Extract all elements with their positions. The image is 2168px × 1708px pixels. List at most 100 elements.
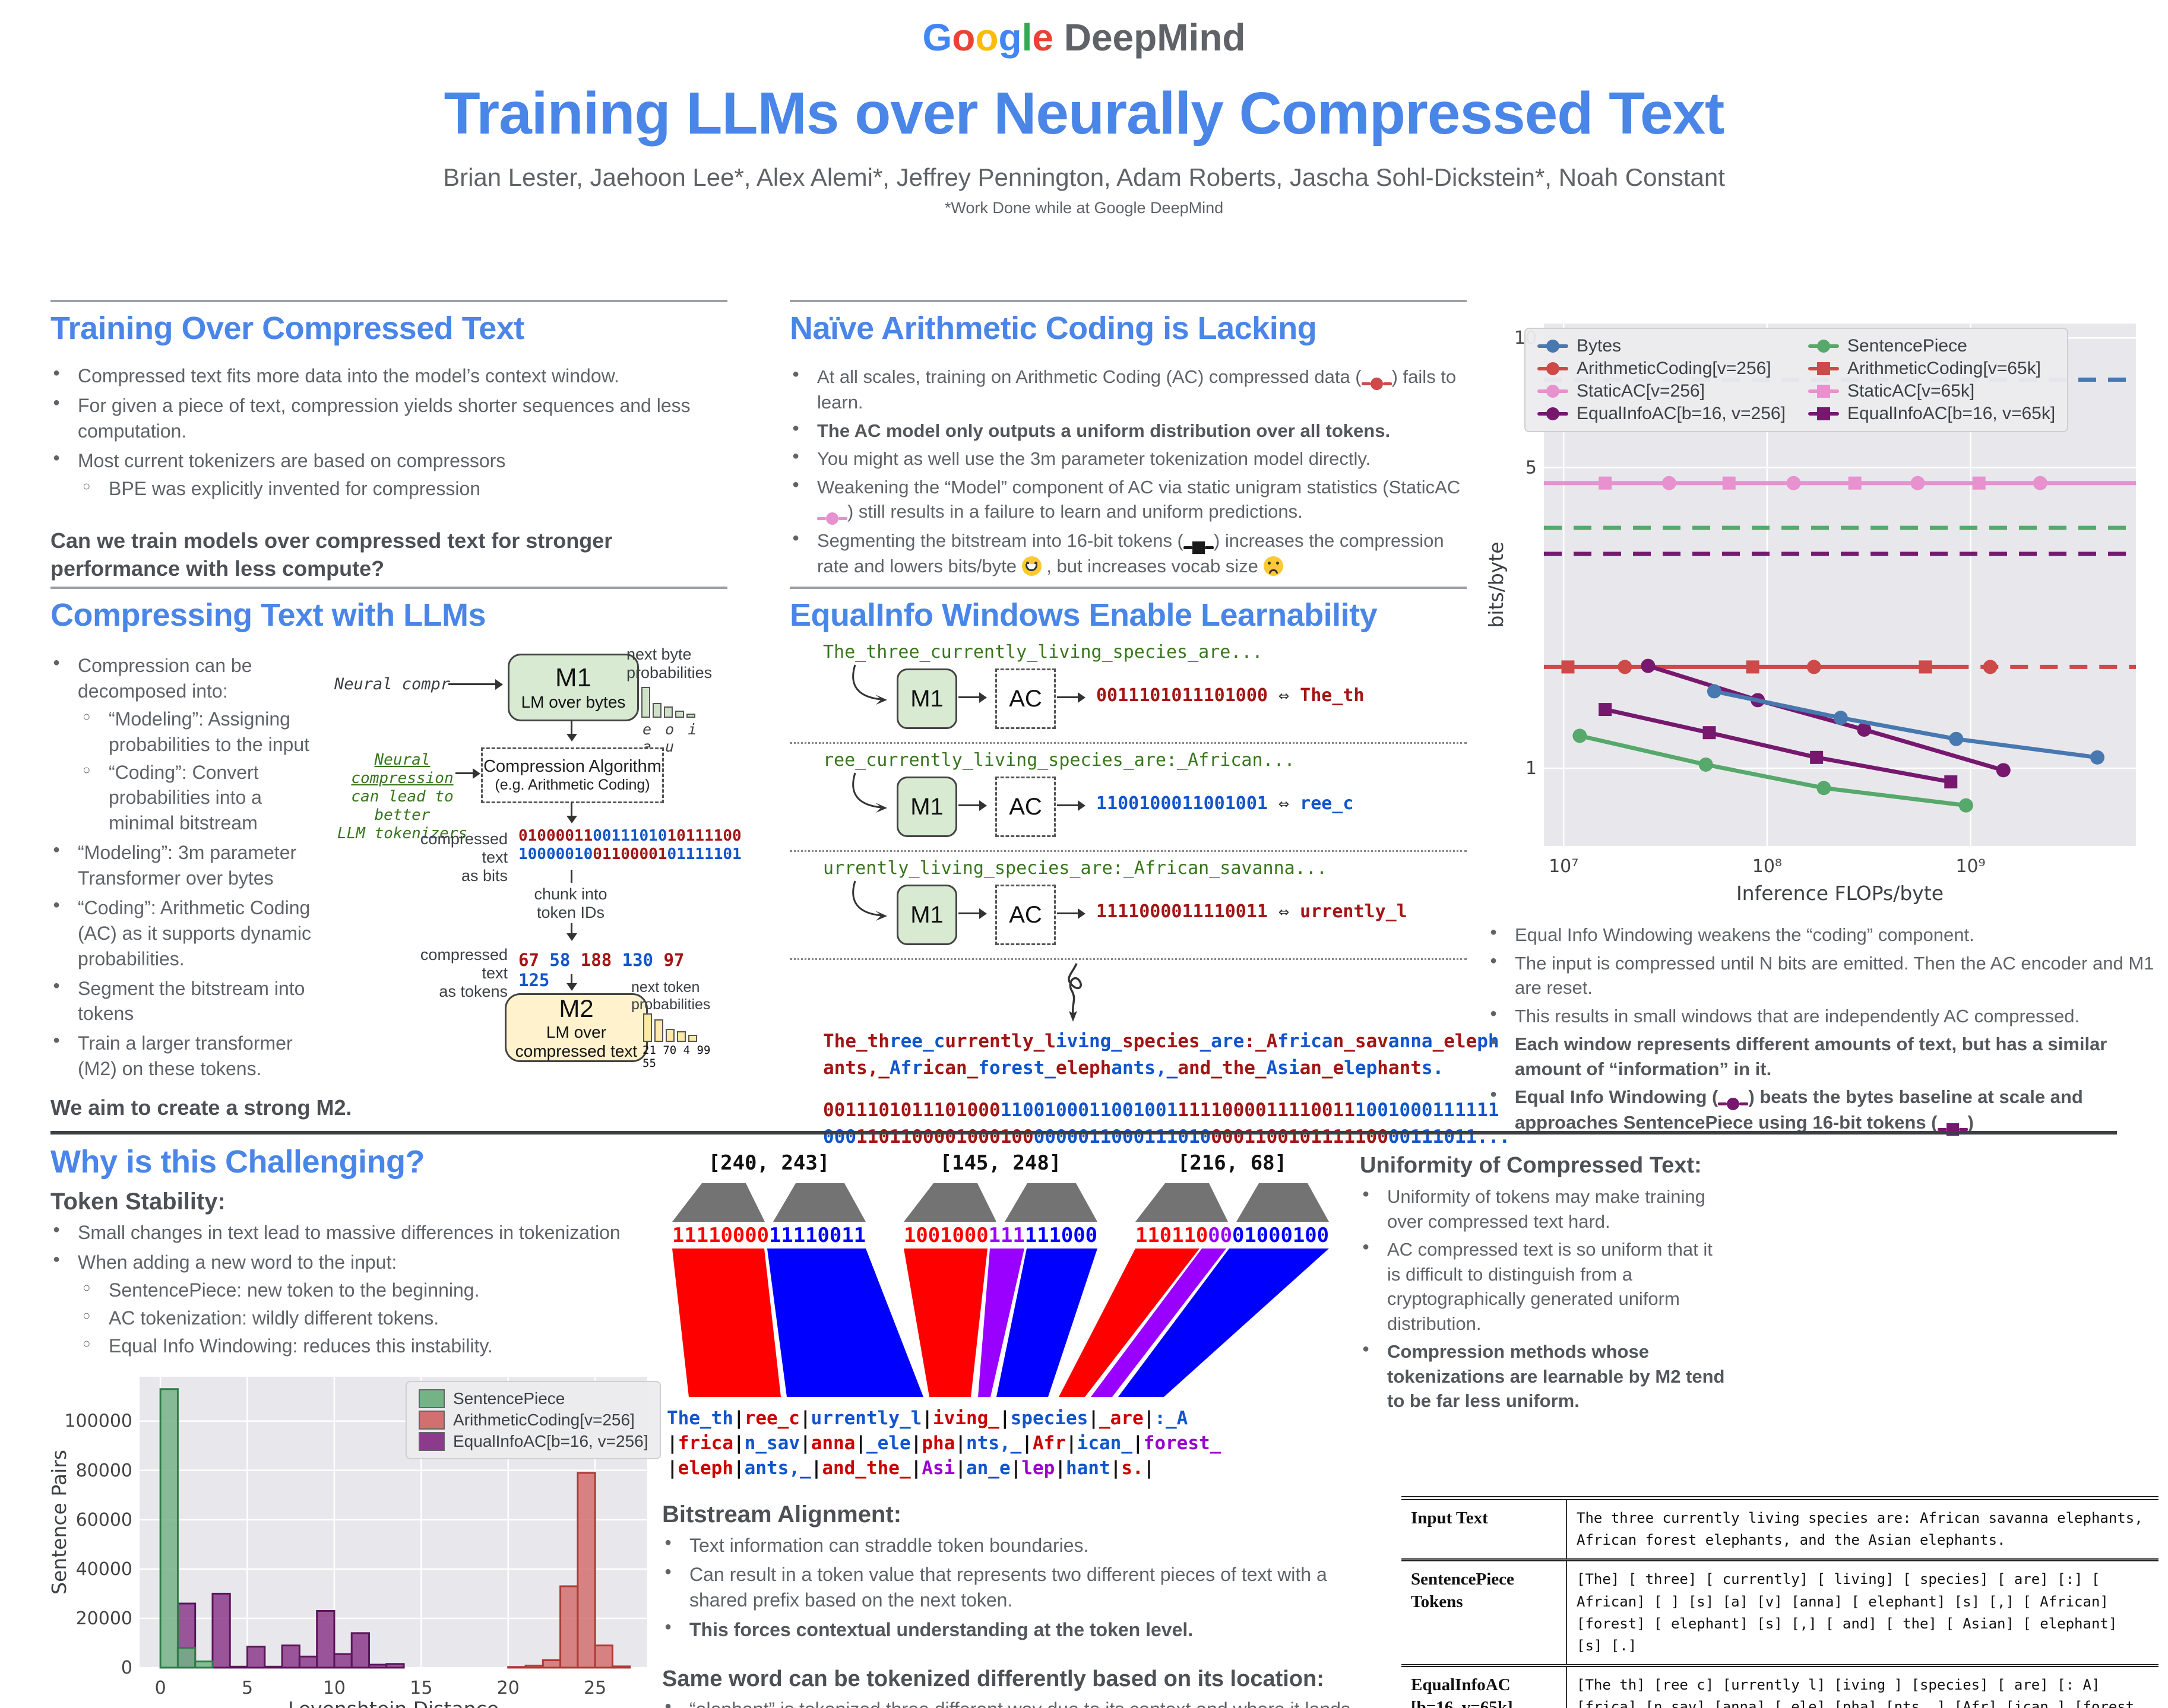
text-segment: | — [811, 1457, 822, 1479]
list-item: Compression can be decomposed into: “Mode… — [53, 653, 330, 836]
affiliation-footnote: *Work Done while at Google DeepMind — [944, 199, 1224, 217]
token-pair-label: [216, 68] — [1178, 1151, 1287, 1175]
deepmind-logo-text: DeepMind — [1053, 16, 1246, 59]
legend-label: ArithmeticCoding[v=256] — [453, 1411, 635, 1430]
svg-text:10⁷: 10⁷ — [1549, 856, 1578, 877]
text-segment: Equal Info Windowing ( — [1515, 1086, 1718, 1108]
token-window-funnel-diagram: [240, 243] 1111000011110011 [145, 248] 1001… — [672, 1151, 1329, 1397]
table-row: SentencePiece Tokens [The] [ three] [ cur… — [1401, 1558, 2158, 1666]
next-byte-probabilities-bars — [641, 686, 695, 718]
tokenized-text: The_th|ree_c|urrently_l|iving_|species|_… — [667, 1406, 1369, 1481]
m1-box: M1 — [897, 668, 957, 729]
row-header: Input Text — [1401, 1498, 1567, 1560]
bit-to-text-funnel — [996, 1248, 1097, 1397]
text-segment: The_th — [823, 1031, 890, 1052]
bit-to-text-funnel — [904, 1248, 988, 1397]
token-stability-heading: Token Stability: — [50, 1189, 226, 1215]
squiggle-arrow-icon — [683, 962, 1467, 1027]
text-segment: ) fails to learn. — [817, 366, 1457, 413]
bit-to-text-funnel — [978, 1248, 1024, 1397]
ac-label: AC — [1009, 793, 1042, 820]
probability-bar — [688, 1035, 697, 1042]
square-marker-icon — [1183, 541, 1214, 554]
list-item: Small changes in text lead to massive di… — [53, 1220, 662, 1246]
legend-marker-icon — [1537, 407, 1568, 420]
list-item: Uniformity of tokens may make training o… — [1362, 1184, 1728, 1234]
bits-value: 1111000011110011 — [1096, 901, 1268, 922]
text-segment: forest_ — [1143, 1432, 1221, 1454]
bits-line-1: 010000110011101010111100 — [518, 827, 742, 845]
list-item: Each window represents different amounts… — [1490, 1032, 2161, 1081]
legend-marker-icon — [1537, 362, 1568, 375]
list-item: This forces contextual understanding at … — [664, 1617, 1369, 1643]
text-segment: 10111100 — [667, 827, 742, 845]
text-segment: urrently_l — [811, 1408, 922, 1429]
text-segment: 188 — [580, 950, 622, 970]
text-segment: an_e — [1299, 1057, 1344, 1079]
text-segment: can lead to better LLM tokenizers — [337, 787, 468, 842]
text-segment: | — [955, 1457, 966, 1479]
text-segment: ican_ — [922, 1057, 979, 1079]
text-segment: Equal Info Windowing weakens the “coding… — [1515, 924, 1974, 945]
text-segment: | — [733, 1457, 745, 1479]
text-segment: 000 — [823, 1126, 856, 1148]
windowing-bullets: Equal Info Windowing weakens the “coding… — [1487, 919, 2161, 1139]
bitstream-alignment-heading: Bitstream Alignment: — [662, 1501, 902, 1528]
section-title-equalinfo: EqualInfo Windows Enable Learnability — [790, 597, 1378, 633]
text-segment: Uniformity of tokens may make training o… — [1387, 1186, 1705, 1232]
text-segment: 1101100001000100 — [856, 1126, 1034, 1148]
svg-text:0: 0 — [121, 1658, 132, 1678]
section-title-training: Training Over Compressed Text — [50, 310, 524, 346]
equalinfo-unit: The_three_currently_living_species_are..… — [790, 642, 1467, 744]
token-trapezoid — [904, 1183, 996, 1222]
text-segment: This results in small windows that are i… — [1515, 1005, 2080, 1026]
text-segment: “Coding”: Arithmetic Coding (AC) as it s… — [78, 896, 312, 969]
tokens-label: compressed text as tokens — [420, 946, 508, 1001]
legend-item: StaticAC[v=256] — [1537, 381, 1786, 401]
circle-marker-icon — [817, 512, 847, 525]
list-item: AC compressed text is so uniform that it… — [1362, 1237, 1728, 1336]
text-segment: | — [855, 1432, 866, 1454]
text-segment: o — [952, 16, 976, 59]
ac-box: AC — [995, 777, 1056, 837]
token-trapezoid — [773, 1183, 866, 1222]
list-item: “elephant” is tokenized three different … — [664, 1697, 1369, 1708]
text-segment: _are — [1199, 1031, 1245, 1052]
legend-item: ArithmeticCoding[v=256] — [1537, 359, 1786, 379]
text-segment: 0001100101111100 — [1211, 1126, 1388, 1148]
text-segment: l — [1021, 16, 1033, 59]
text-segment: | — [667, 1457, 678, 1479]
legend-label: EqualInfoAC[b=16, v=256] — [453, 1432, 648, 1451]
bullet-list: Text information can straddle token boun… — [662, 1533, 1369, 1643]
token-line: |eleph|ants,_|and_the_|Asi|an_e|lep|hant… — [667, 1456, 1369, 1481]
legend-patch-icon — [419, 1389, 445, 1409]
list-item: Equal Info Windowing weakens the “coding… — [1490, 923, 2161, 948]
text-segment: The_th — [667, 1408, 733, 1429]
section-equalinfo: EqualInfo Windows Enable Learnability Th… — [790, 597, 1510, 1151]
equalinfo-unit: ree_currently_living_species_are:_Africa… — [790, 750, 1467, 852]
list-item: When adding a new word to the input: Sent… — [53, 1250, 662, 1359]
uniformity-bullets: Uniformity of tokens may make training o… — [1360, 1184, 1728, 1414]
list-item: Segment the bitstream into tokens — [53, 976, 330, 1027]
poster-title: Training LLMs over Neurally Compressed T… — [444, 80, 1725, 147]
list-item: Equal Info Windowing () beats the bytes … — [1490, 1085, 2161, 1136]
input-text: ree_currently_living_species_are:_Africa… — [823, 750, 1295, 771]
probability-bar — [654, 1019, 663, 1042]
text-segment: 1100100011001001 — [1000, 1099, 1178, 1121]
text-segment: | — [1055, 1457, 1066, 1479]
svg-text:10: 10 — [323, 1678, 346, 1699]
text-segment: species — [1122, 1031, 1200, 1052]
text-segment: 1111000011110011 — [1178, 1099, 1355, 1121]
table-row: Input Text The three currently living spe… — [1401, 1498, 2158, 1560]
token-trapezoid — [672, 1183, 765, 1222]
window-bitstring: 1111000011110011 — [672, 1224, 866, 1247]
dotted-separator — [790, 850, 1467, 852]
token-pair-label: [240, 243] — [708, 1151, 830, 1175]
bitstream-line-1: 0011101011101000110010001100100111110000… — [823, 1097, 1499, 1124]
bullet-list: Equal Info Windowing weakens the “coding… — [1487, 923, 2161, 1136]
svg-text:20000: 20000 — [76, 1608, 132, 1629]
text-segment: When adding a new word to the input: — [78, 1251, 397, 1273]
text-segment: | — [1088, 1408, 1099, 1429]
arrow-icon — [566, 802, 577, 823]
text-segment: Afr — [889, 1057, 923, 1079]
